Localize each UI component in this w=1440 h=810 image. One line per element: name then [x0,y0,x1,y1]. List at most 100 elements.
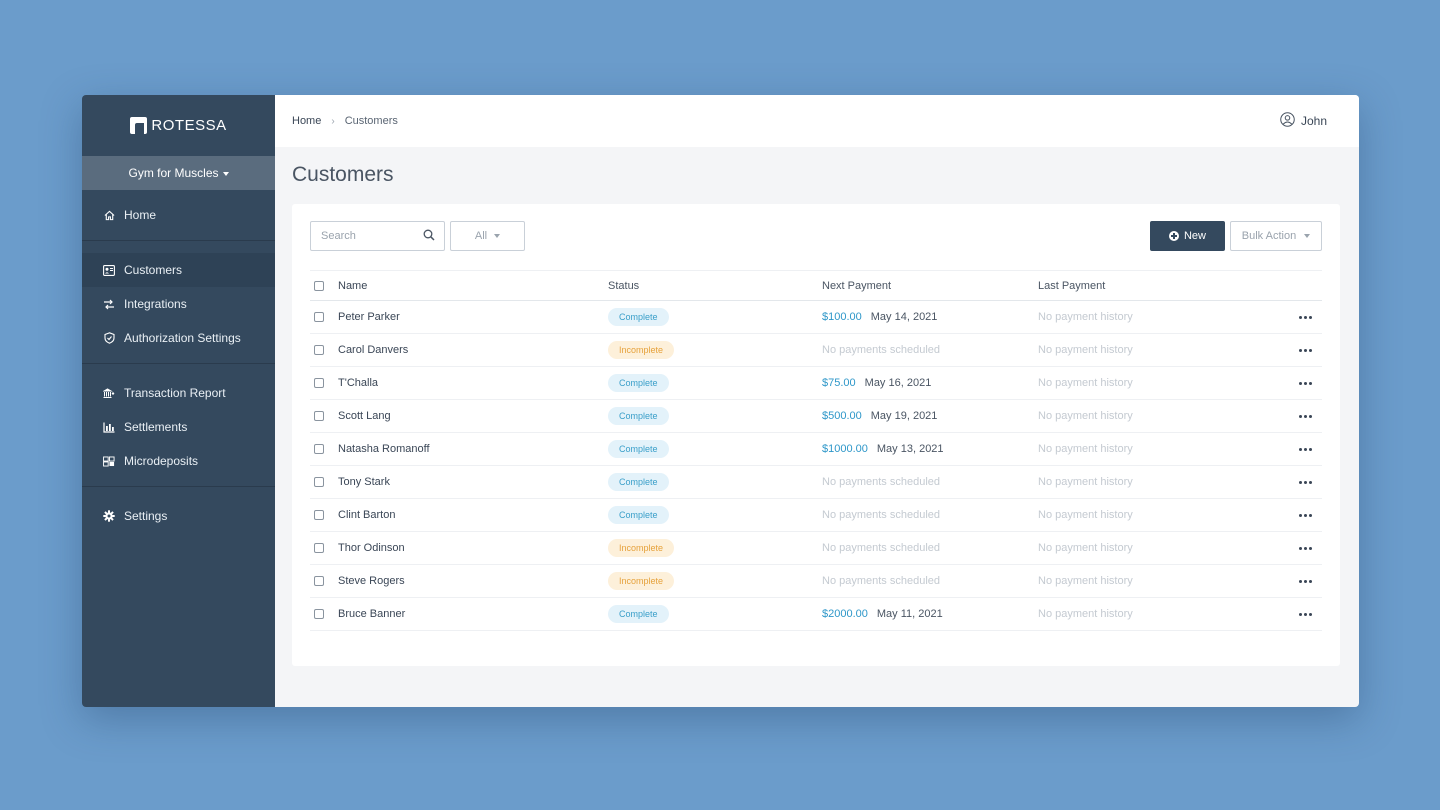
plus-circle-icon [1168,231,1179,241]
integrations-icon [103,298,115,310]
next-payment-amount[interactable]: $500.00 [822,410,862,422]
row-checkbox[interactable] [314,411,324,421]
column-header-name[interactable]: Name [338,279,368,292]
table-row[interactable]: Tony Stark Complete No payments schedule… [310,466,1322,499]
last-payment-text: No payment history [1038,608,1133,620]
row-checkbox[interactable] [314,510,324,520]
more-options-icon[interactable] [1299,612,1312,616]
customer-name[interactable]: Steve Rogers [338,575,405,587]
bar-chart-icon [103,421,115,433]
more-options-icon[interactable] [1299,381,1312,385]
status-badge: Complete [608,440,669,458]
table-row[interactable]: Thor Odinson Incomplete No payments sche… [310,532,1322,565]
row-checkbox[interactable] [314,312,324,322]
status-badge: Incomplete [608,572,675,590]
more-options-icon[interactable] [1299,348,1312,352]
table-row[interactable]: Clint Barton Complete No payments schedu… [310,499,1322,532]
breadcrumb-current: Customers [344,115,398,127]
customer-name[interactable]: Natasha Romanoff [338,443,430,455]
status-cell: Complete [608,308,669,326]
row-checkbox[interactable] [314,378,324,388]
next-payment-amount[interactable]: $100.00 [822,311,862,323]
caret-down-icon [1304,234,1311,238]
sidebar-item-home[interactable]: Home [82,198,275,232]
user-menu[interactable]: John [1280,112,1327,130]
next-payment-amount[interactable]: $75.00 [822,377,856,389]
last-payment-text: No payment history [1038,311,1133,323]
status-cell: Complete [608,506,669,524]
status-cell: Complete [608,374,669,392]
sidebar-item-settings[interactable]: Settings [82,499,275,533]
table-row[interactable]: Peter Parker Complete $100.00 May 14, 20… [310,301,1322,334]
sidebar-item-settlements[interactable]: Settlements [82,410,275,444]
sidebar-item-label: Home [124,208,157,222]
brand-logo[interactable]: ROTESSA [82,95,275,156]
org-selector[interactable]: Gym for Muscles [82,156,275,190]
sidebar-item-transaction-report[interactable]: Transaction Report [82,376,275,410]
sidebar-item-label: Authorization Settings [124,331,241,345]
row-checkbox[interactable] [314,609,324,619]
status-badge: Complete [608,506,669,524]
column-header-next-payment[interactable]: Next Payment [822,279,892,292]
toolbar: Search All New [310,221,1322,251]
caret-down-icon [222,171,229,176]
search-input[interactable]: Search [310,221,445,251]
more-options-icon[interactable] [1299,546,1312,550]
breadcrumb-home[interactable]: Home [292,115,322,127]
customer-name[interactable]: Thor Odinson [338,542,405,554]
row-checkbox[interactable] [314,576,324,586]
customer-name[interactable]: Scott Lang [338,410,391,422]
new-customer-button[interactable]: New [1150,221,1225,251]
last-payment-text: No payment history [1038,476,1133,488]
next-payment-amount[interactable]: $1000.00 [822,443,868,455]
customer-name[interactable]: Clint Barton [338,509,396,521]
last-payment-text: No payment history [1038,509,1133,521]
row-checkbox[interactable] [314,444,324,454]
last-payment-text: No payment history [1038,377,1133,389]
next-payment-amount[interactable]: $2000.00 [822,608,868,620]
table-row[interactable]: Carol Danvers Incomplete No payments sch… [310,334,1322,367]
next-payment-cell: No payments scheduled [822,476,940,488]
search-icon [423,229,435,244]
status-filter-dropdown[interactable]: All [450,221,525,251]
next-payment-cell: No payments scheduled [822,344,940,356]
customers-icon [103,264,115,276]
table-row[interactable]: T'Challa Complete $75.00 May 16, 2021 No… [310,367,1322,400]
status-cell: Incomplete [608,341,675,359]
next-payment-date: May 11, 2021 [876,608,943,620]
more-options-icon[interactable] [1299,513,1312,517]
customer-name[interactable]: Carol Danvers [338,344,409,356]
sidebar-item-customers[interactable]: Customers [82,253,275,287]
more-options-icon[interactable] [1299,315,1312,319]
more-options-icon[interactable] [1299,579,1312,583]
sidebar-item-authorization-settings[interactable]: Authorization Settings [82,321,275,355]
column-header-status[interactable]: Status [608,279,640,292]
row-checkbox[interactable] [314,477,324,487]
bulk-action-dropdown[interactable]: Bulk Action [1230,221,1322,251]
customer-name[interactable]: Peter Parker [338,311,400,323]
customer-name[interactable]: T'Challa [338,377,379,389]
sidebar-item-label: Settings [124,509,168,523]
table-row[interactable]: Steve Rogers Incomplete No payments sche… [310,565,1322,598]
table-row[interactable]: Natasha Romanoff Complete $1000.00 May 1… [310,433,1322,466]
select-all-checkbox[interactable] [314,280,324,291]
table-row[interactable]: Scott Lang Complete $500.00 May 19, 2021… [310,400,1322,433]
sidebar-item-integrations[interactable]: Integrations [82,287,275,321]
sidebar-item-microdeposits[interactable]: Microdeposits [82,444,275,478]
row-checkbox[interactable] [314,345,324,355]
row-checkbox[interactable] [314,543,324,553]
column-header-last-payment[interactable]: Last Payment [1038,279,1106,292]
customers-table: Name Status Next Payment Last Payment Pe… [310,270,1322,631]
table-row[interactable]: Bruce Banner Complete $2000.00 May 11, 2… [310,598,1322,631]
more-options-icon[interactable] [1299,480,1312,484]
next-payment-cell: $100.00 May 14, 2021 [822,311,937,323]
more-options-icon[interactable] [1299,414,1312,418]
customer-name[interactable]: Bruce Banner [338,608,406,620]
next-payment-text: No payments scheduled [822,509,941,521]
more-options-icon[interactable] [1299,447,1312,451]
status-badge: Complete [608,473,669,491]
user-circle-icon [1280,112,1295,130]
customer-name[interactable]: Tony Stark [338,476,390,488]
status-badge: Complete [608,605,669,623]
logo-text: ROTESSA [151,117,227,134]
